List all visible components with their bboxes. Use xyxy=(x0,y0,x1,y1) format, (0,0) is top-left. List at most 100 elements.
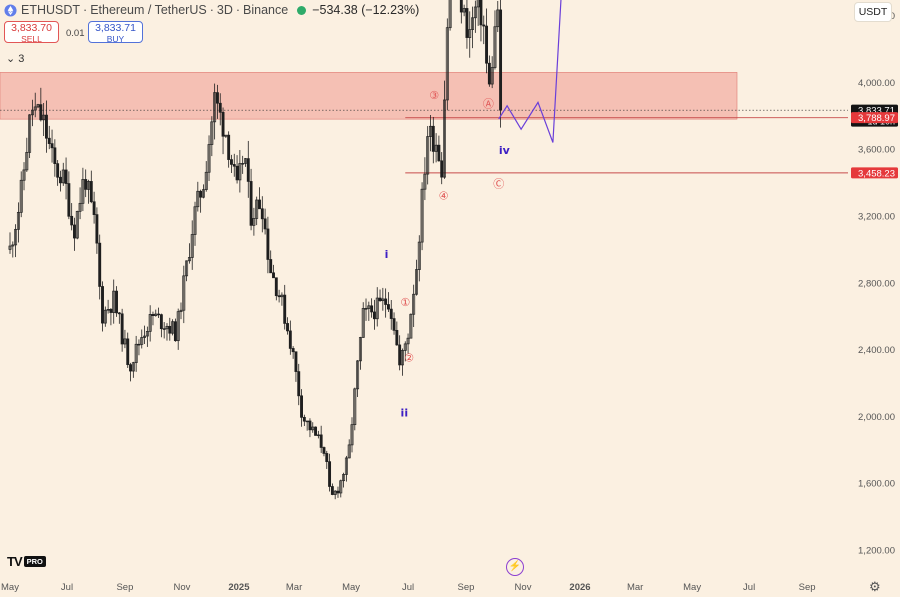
price-change: −534.38 (−12.23%) xyxy=(312,3,420,17)
price-candle xyxy=(98,234,102,300)
price-candle xyxy=(350,417,354,453)
price-candle xyxy=(316,430,320,439)
price-candle xyxy=(330,483,334,496)
price-candle xyxy=(367,301,371,321)
price-candle xyxy=(473,0,477,33)
candle-body xyxy=(468,29,472,38)
price-candle xyxy=(465,0,469,49)
lightning-event-icon[interactable]: ⚡ xyxy=(506,558,524,576)
candle-body xyxy=(84,179,88,190)
candle-body xyxy=(187,257,191,262)
wave-label: ① xyxy=(400,296,410,309)
price-candle xyxy=(238,150,242,193)
price-candle xyxy=(403,341,407,362)
wave-label: ④ xyxy=(439,189,449,202)
candle-body xyxy=(244,158,247,164)
price-candle xyxy=(143,325,147,344)
candle-body xyxy=(42,114,46,121)
price-axis-label: 3,788.97 xyxy=(851,112,898,124)
candle-body xyxy=(159,314,163,330)
price-candle xyxy=(440,152,444,185)
candle-body xyxy=(395,330,399,346)
candle-body xyxy=(353,388,357,426)
price-candle xyxy=(490,56,494,89)
price-candle xyxy=(73,217,76,251)
price-candle xyxy=(36,103,40,109)
symbol-description: Ethereum / TetherUS xyxy=(90,3,207,17)
price-candle xyxy=(157,307,161,318)
symbol-ticker[interactable]: ETHUSDT xyxy=(21,3,81,17)
price-candle xyxy=(283,284,287,330)
x-tick-label: Mar xyxy=(627,582,643,593)
candle-body xyxy=(367,305,371,309)
y-tick-label: 1,200.00 xyxy=(858,546,895,557)
gear-icon[interactable]: ⚙ xyxy=(869,579,881,594)
candle-body xyxy=(115,290,118,314)
interval-label[interactable]: 3D xyxy=(216,3,233,17)
price-label-bg xyxy=(851,112,898,124)
price-candle xyxy=(148,305,152,342)
candle-body xyxy=(473,6,477,19)
x-tick-label: May xyxy=(683,582,701,593)
candle-body xyxy=(294,351,298,372)
price-candle xyxy=(117,311,121,324)
candle-body xyxy=(201,189,205,198)
price-candle xyxy=(78,187,82,220)
candle-body xyxy=(372,311,376,320)
x-tick-label: Mar xyxy=(286,582,302,593)
candle-body xyxy=(429,125,432,137)
x-tick-label: Sep xyxy=(458,582,475,593)
candle-body xyxy=(375,297,379,320)
candle-body xyxy=(95,214,99,244)
candle-body xyxy=(168,325,172,334)
sell-button[interactable]: 3,833.70 SELL xyxy=(4,21,59,44)
price-candle xyxy=(249,168,253,231)
price-candle xyxy=(129,362,132,382)
price-candle xyxy=(459,0,463,24)
price-candle xyxy=(286,317,289,335)
separator-dot: · xyxy=(235,3,241,17)
price-candle xyxy=(288,320,292,355)
indicators-toggle[interactable]: ⌄ 3 xyxy=(6,52,24,65)
price-candle xyxy=(445,18,449,111)
candle-body xyxy=(182,275,186,311)
price-candle xyxy=(92,191,96,224)
price-candle xyxy=(185,260,189,282)
y-tick-label: 4,000.00 xyxy=(858,78,895,89)
price-candle xyxy=(426,126,430,185)
candle-body xyxy=(235,165,239,181)
candle-body xyxy=(218,102,222,113)
price-candle xyxy=(134,335,138,372)
buy-button[interactable]: 3,833.71 BUY xyxy=(88,21,143,44)
price-candle xyxy=(171,319,175,336)
candle-body xyxy=(210,121,214,145)
price-candle xyxy=(361,302,365,338)
y-tick-label: 3,200.00 xyxy=(858,212,895,223)
y-tick-label: 1,600.00 xyxy=(858,479,895,490)
candle-body xyxy=(173,321,177,342)
candle-body xyxy=(87,181,90,190)
candle-body xyxy=(370,305,374,313)
price-axis: 1,200.00 1,600.00 2,000.00 2,400.00 2,800.00… xyxy=(858,11,895,557)
price-candle xyxy=(336,486,340,498)
price-candle xyxy=(187,243,191,264)
candle-body xyxy=(409,313,413,339)
price-candle xyxy=(384,288,388,318)
price-candle xyxy=(53,139,57,177)
candle-body xyxy=(392,318,396,331)
currency-button[interactable]: USDT xyxy=(854,2,892,22)
candle-body xyxy=(59,176,62,184)
candle-body xyxy=(434,144,438,152)
candle-body xyxy=(448,0,452,29)
candle-body xyxy=(322,447,326,454)
price-candle xyxy=(28,114,32,158)
buy-price: 3,833.71 xyxy=(95,22,136,34)
separator-dot: · xyxy=(83,3,88,17)
candle-body xyxy=(19,179,23,213)
x-tick-label: 2025 xyxy=(228,582,250,593)
tradingview-logo[interactable]: TV PRO xyxy=(7,554,46,569)
x-tick-label: 2026 xyxy=(569,582,590,593)
candle-body xyxy=(249,181,253,226)
candle-body xyxy=(101,286,104,324)
